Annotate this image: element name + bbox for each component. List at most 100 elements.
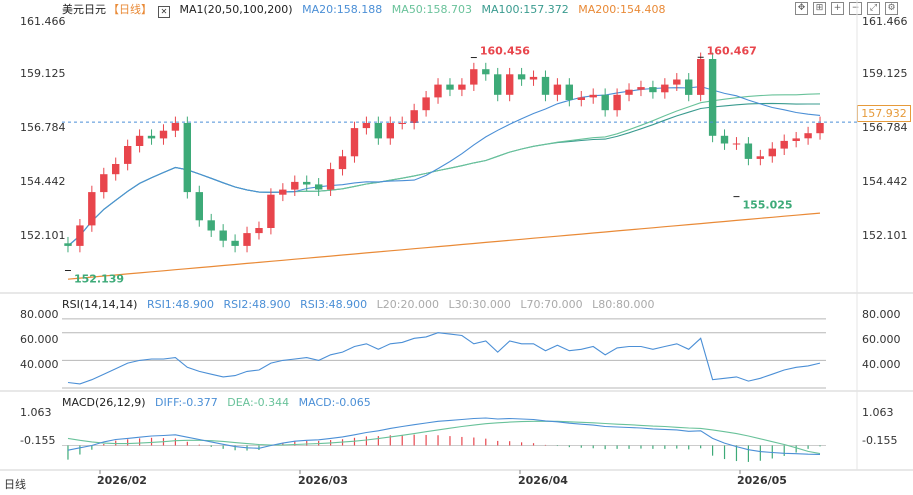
candle-body-46 — [613, 94, 621, 111]
candle-body-21 — [315, 184, 323, 190]
candle-body-8 — [159, 130, 168, 139]
candle-body-39 — [529, 76, 538, 80]
x-tick-3: 2026/05 — [737, 474, 787, 487]
candle-body-15 — [243, 233, 251, 246]
ma50-value: MA50:158.703 — [391, 3, 473, 16]
l70-value: L70:70.000 — [520, 298, 583, 311]
x-tick-0: 2026/02 — [97, 474, 147, 487]
candle-body-27 — [386, 123, 394, 139]
rsi-tick-right-1: 60.000 — [862, 333, 901, 346]
candle-body-52 — [685, 79, 693, 95]
candle-body-16 — [255, 228, 263, 234]
ma100-line — [67, 102, 820, 247]
candle-body-51 — [673, 79, 681, 85]
candle-body-54 — [708, 59, 717, 136]
candle-body-55 — [720, 135, 729, 144]
candle-body-11 — [195, 192, 203, 221]
rsi3-value: RSI3:48.900 — [300, 298, 368, 311]
candle-body-32 — [446, 84, 454, 90]
candle-body-0 — [64, 243, 72, 246]
candle-body-42 — [565, 84, 573, 100]
candle-body-29 — [410, 110, 418, 123]
rsi-tick-right-0: 80.000 — [862, 308, 901, 321]
rsi2-value: RSI2:48.900 — [223, 298, 291, 311]
dea-value: DEA:-0.344 — [227, 396, 290, 409]
macd-name: MACD(26,12,9) — [62, 396, 146, 409]
annotation-label-0: 160.456 — [480, 45, 530, 58]
candle-body-22 — [326, 169, 335, 190]
annotation-label-1: 160.467 — [707, 44, 757, 57]
candle-body-1 — [76, 225, 84, 246]
candle-body-37 — [506, 74, 514, 95]
macd-header: MACD(26,12,9) DIFF:-0.377 DEA:-0.344 MAC… — [62, 394, 377, 412]
candle-body-47 — [625, 89, 633, 95]
price-tick-right-1: 159.125 — [862, 67, 908, 80]
candle-body-60 — [780, 140, 788, 149]
zoom-in-icon[interactable]: + — [831, 2, 844, 15]
x-tick-2: 2026/04 — [518, 474, 568, 487]
ma20-value: MA20:158.188 — [302, 3, 383, 16]
candle-body-43 — [577, 97, 585, 100]
candle-body-59 — [768, 148, 776, 157]
candle-body-13 — [219, 230, 227, 241]
period-label[interactable]: 【日线】 — [108, 3, 152, 16]
ma200-line — [67, 212, 821, 280]
price-tick-left-3: 154.442 — [20, 175, 66, 188]
ma100-value: MA100:157.372 — [481, 3, 569, 16]
candle-body-26 — [374, 123, 382, 139]
ma-indicator-icon[interactable]: ✕ — [158, 6, 170, 18]
candle-body-24 — [350, 128, 359, 157]
candle-body-9 — [171, 123, 180, 131]
zoom-out-icon[interactable]: − — [849, 2, 862, 15]
candle-body-25 — [362, 123, 371, 129]
price-tick-right-3: 154.442 — [862, 175, 908, 188]
candle-body-28 — [398, 123, 406, 124]
candle-body-30 — [422, 97, 430, 111]
instrument-title: 美元日元 — [62, 3, 106, 16]
settings-icon[interactable]: ⚙ — [885, 2, 898, 15]
candle-body-48 — [637, 87, 645, 90]
move-icon[interactable]: ✥ — [795, 2, 808, 15]
candle-body-44 — [589, 94, 597, 98]
candle-body-41 — [553, 84, 562, 95]
price-header: 美元日元 【日线】 ✕ MA1(20,50,100,200) MA20:158.18… — [62, 1, 671, 19]
rsi-line — [67, 332, 821, 385]
candle-body-58 — [756, 156, 764, 159]
current-price-badge: 157.932 — [857, 105, 911, 122]
candle-body-7 — [147, 135, 156, 139]
macd-tick-left-0: 1.063 — [20, 406, 52, 419]
l20-value: L20:20.000 — [376, 298, 439, 311]
price-tick-left-4: 152.101 — [20, 229, 66, 242]
rsi-tick-left-2: 40.000 — [20, 358, 59, 371]
candle-body-33 — [458, 84, 466, 90]
annotation-label-2: 152.139 — [74, 273, 124, 286]
candle-body-61 — [792, 138, 800, 141]
footer-period-label[interactable]: 日线 — [4, 478, 26, 491]
candle-body-49 — [649, 87, 657, 93]
ma200-value: MA200:154.408 — [578, 3, 666, 16]
candle-body-17 — [267, 194, 275, 228]
rsi-name: RSI(14,14,14) — [62, 298, 138, 311]
ma-name: MA1(20,50,100,200) — [179, 3, 293, 16]
rsi-tick-right-2: 40.000 — [862, 358, 901, 371]
macd-tick-right-1: -0.155 — [862, 434, 898, 447]
annotation-label-3: 155.025 — [742, 199, 792, 212]
candle-body-6 — [135, 135, 144, 146]
price-tick-left-0: 161.466 — [20, 15, 66, 28]
fit-icon[interactable]: ⊞ — [813, 2, 826, 15]
candle-body-5 — [124, 146, 132, 164]
macd-tick-left-1: -0.155 — [20, 434, 56, 447]
candle-body-62 — [804, 133, 812, 139]
candle-body-10 — [183, 123, 191, 193]
candle-body-50 — [661, 84, 669, 93]
candle-body-19 — [291, 181, 299, 190]
candle-body-56 — [732, 143, 741, 145]
diff-line — [67, 417, 821, 455]
candle-body-4 — [112, 164, 120, 175]
candle-body-57 — [744, 143, 753, 159]
l80-value: L80:80.000 — [592, 298, 655, 311]
rsi-tick-left-0: 80.000 — [20, 308, 59, 321]
fullscreen-icon[interactable]: ⤢ — [867, 2, 880, 15]
